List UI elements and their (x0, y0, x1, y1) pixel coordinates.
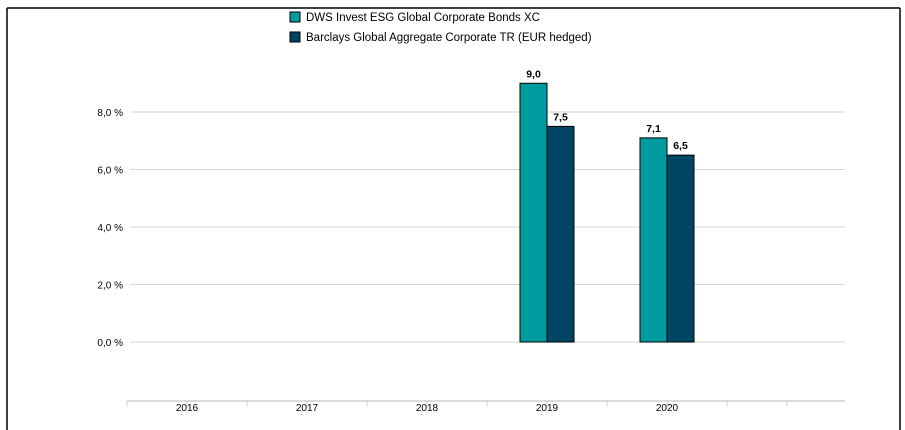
gridlines (130, 111, 845, 343)
y-tick-label: 4,0 % (97, 223, 123, 234)
data-label-2019-series-2: 7,5 (553, 111, 568, 123)
y-tick-label: 0,0 % (97, 338, 123, 349)
legend-swatch-1 (289, 11, 301, 23)
data-labels: 9,0 7,5 7,1 6,5 (526, 68, 688, 152)
x-tick-label-2016: 2016 (176, 403, 199, 414)
x-tick-label-2018: 2018 (416, 403, 439, 414)
data-label-2019-series-1: 9,0 (526, 68, 541, 80)
y-tick-label: 8,0 % (97, 108, 123, 119)
legend-label-2: Barclays Global Aggregate Corporate TR (… (306, 32, 592, 44)
chart-legend: DWS Invest ESG Global Corporate Bonds XC… (289, 11, 592, 44)
y-tick-label: 2,0 % (97, 281, 123, 292)
legend-label-1: DWS Invest ESG Global Corporate Bonds XC (306, 12, 540, 24)
legend-swatch-2 (289, 31, 301, 43)
y-tick-label: 6,0 % (97, 166, 123, 177)
data-label-2020-series-2: 6,5 (673, 140, 688, 152)
x-axis-tick-labels: 2016 2017 2018 2019 2020 (176, 403, 679, 414)
data-label-2020-series-1: 7,1 (646, 123, 661, 135)
bar-2019-series-1 (519, 82, 548, 343)
x-tick-label-2020: 2020 (656, 403, 679, 414)
bar-2019-series-2 (546, 125, 575, 343)
x-tick-label-2017: 2017 (296, 403, 319, 414)
x-axis (126, 400, 845, 407)
y-axis-tick-labels: 0,0 % 2,0 % 4,0 % 6,0 % 8,0 % (97, 108, 123, 349)
bar-2020-series-2 (666, 154, 695, 343)
bar-2020-series-1 (639, 137, 668, 343)
bars (519, 82, 695, 343)
x-tick-label-2019: 2019 (536, 403, 559, 414)
